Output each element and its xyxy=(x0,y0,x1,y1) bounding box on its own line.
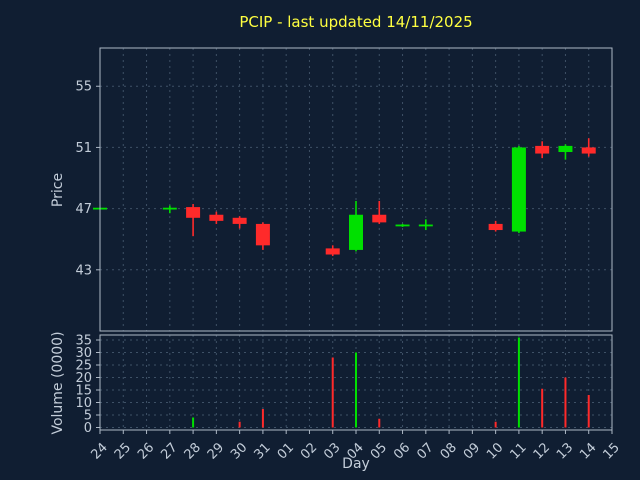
x-tick-label: 06 xyxy=(391,440,413,462)
x-tick-label: 08 xyxy=(438,440,460,462)
plot-area: 24 25 26 27 28 29 30 31 01 02 03 04 05 06 07 08 09 10 11 12… xyxy=(75,47,623,463)
volume-bar xyxy=(331,357,334,428)
x-tick-label: 28 xyxy=(182,440,204,462)
volume-bar xyxy=(192,417,195,428)
price-tick-label: 47 xyxy=(75,202,92,217)
price-panel-frame xyxy=(99,47,613,332)
volume-bar xyxy=(238,421,241,428)
x-tick-label: 26 xyxy=(135,440,157,462)
candle-body xyxy=(488,223,503,231)
candle-body xyxy=(232,217,247,224)
volume-bar xyxy=(517,337,520,428)
candle-body xyxy=(511,147,526,232)
volume-tick-label: 15 xyxy=(75,384,92,399)
x-tick-label: 30 xyxy=(228,440,250,462)
x-tick-label: 05 xyxy=(368,440,390,462)
candle-body xyxy=(349,214,363,250)
volume-bar xyxy=(378,418,381,428)
x-axis-label: Day xyxy=(342,456,370,472)
x-tick-label: 13 xyxy=(554,440,576,462)
x-tick-label: 15 xyxy=(601,440,623,462)
volume-tick-label: 35 xyxy=(75,334,92,349)
x-tick-label: 07 xyxy=(414,440,436,462)
candle-body xyxy=(372,214,387,223)
x-tick-label: 25 xyxy=(112,440,134,462)
price-tick-label: 43 xyxy=(75,263,92,278)
volume-tick-label: 20 xyxy=(75,371,92,386)
price-axis-label: Price xyxy=(50,173,66,207)
chart-title: PCIP - last updated 14/11/2025 xyxy=(239,13,472,31)
price-tick-label: 51 xyxy=(75,141,92,156)
volume-tick-label: 25 xyxy=(75,359,92,374)
volume-panel-frame xyxy=(99,334,613,431)
x-tick-label: 14 xyxy=(577,440,599,462)
x-tick-label: 24 xyxy=(89,440,111,462)
x-tick-label: 02 xyxy=(298,440,320,462)
volume-bar xyxy=(355,352,357,428)
volume-tick-label: 10 xyxy=(75,396,92,411)
volume-tick-label: 30 xyxy=(75,346,92,361)
x-tick-label: 01 xyxy=(275,440,297,462)
volume-tick-label: 0 xyxy=(84,421,92,436)
candle-body xyxy=(325,248,340,255)
x-tick-label: 31 xyxy=(251,440,273,462)
candle-body xyxy=(558,145,573,153)
volume-axis-label: Volume (0000) xyxy=(50,331,66,434)
x-tick-label: 12 xyxy=(531,440,553,462)
x-tick-label: 03 xyxy=(321,440,343,462)
x-tick-label: 27 xyxy=(158,440,180,462)
volume-tick-label: 5 xyxy=(84,409,92,424)
volume-bar xyxy=(587,395,590,428)
candle-body xyxy=(255,223,270,246)
candle-body xyxy=(581,147,596,154)
candle-body xyxy=(209,214,224,221)
price-tick-label: 55 xyxy=(75,80,92,95)
candle-body xyxy=(186,207,201,218)
volume-bar xyxy=(541,388,544,428)
candle-body xyxy=(535,145,550,154)
x-tick-label: 09 xyxy=(461,440,483,462)
volume-bar xyxy=(494,421,497,428)
x-tick-label: 11 xyxy=(507,440,529,462)
x-tick-label: 29 xyxy=(205,440,227,462)
x-tick-label: 10 xyxy=(484,440,506,462)
volume-bar xyxy=(564,377,567,428)
volume-bar xyxy=(261,409,264,428)
